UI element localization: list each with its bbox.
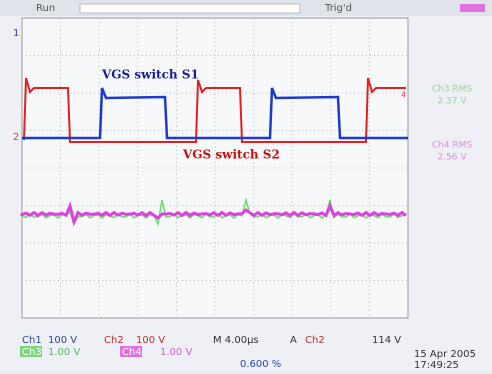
readout-label: Ch1 [22,335,42,346]
readout-value: 1.00 V [160,347,192,358]
readout-label: Ch2 [305,335,325,346]
trigger-indicator [460,4,485,12]
readout-label: Ch4 [122,347,142,358]
side-value: 2.37 V [437,97,467,107]
record-bar [80,4,300,13]
time: 17:49:25 [414,360,459,370]
annotation: VGS switch S1 [101,68,199,82]
date: 15 Apr 2005 [414,349,476,360]
readout-value: 100 V [136,335,165,346]
readout-label: Ch2 [104,335,124,346]
channel-marker: 2 [13,132,19,143]
readout-value: 114 V [372,335,401,346]
trigger-status: Trig'd [324,3,352,14]
side-label: Ch4 RMS [432,141,473,151]
channel-marker: 4 [401,91,406,100]
readout-value: 100 V [48,335,77,346]
readout-label: A [290,335,297,346]
readout-value: 1.00 V [48,347,80,358]
side-value: 2.56 V [437,153,467,163]
channel-marker: 1 [13,28,19,39]
readout-value: M 4.00µs [213,335,259,346]
readout-label: Ch3 [22,347,42,358]
run-status: Run [36,3,55,14]
position-readout: 0.600 % [240,359,281,370]
oscilloscope-screen: Run Trig'd VGS switch S1 VGS switch S2 2… [0,0,492,370]
annotation: VGS switch S2 [182,148,280,162]
side-label: Ch3 RMS [432,85,473,95]
